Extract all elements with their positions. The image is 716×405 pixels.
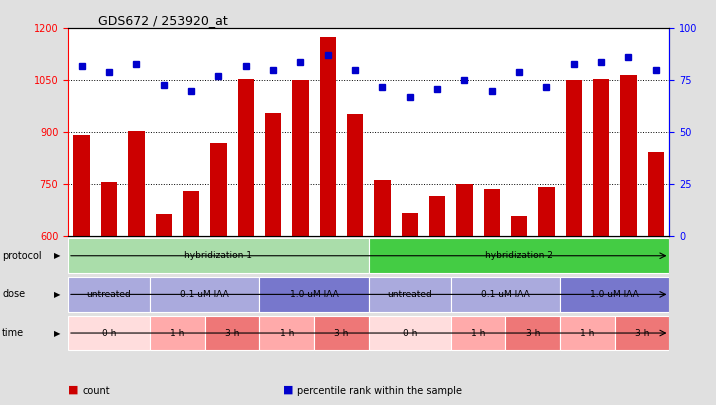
Bar: [319, 37, 336, 237]
Bar: [620, 75, 637, 237]
Bar: [566, 80, 582, 237]
Text: 1.0 uM IAA: 1.0 uM IAA: [290, 290, 339, 299]
FancyBboxPatch shape: [369, 315, 451, 350]
Text: 0 h: 0 h: [402, 328, 417, 337]
Text: 3 h: 3 h: [334, 328, 349, 337]
FancyBboxPatch shape: [259, 277, 369, 312]
Bar: [456, 184, 473, 237]
Bar: [211, 143, 226, 237]
Text: 0 h: 0 h: [102, 328, 116, 337]
FancyBboxPatch shape: [150, 315, 205, 350]
Text: hybridization 1: hybridization 1: [185, 251, 252, 260]
Bar: [483, 189, 500, 237]
Bar: [265, 113, 281, 237]
Text: untreated: untreated: [87, 290, 132, 299]
Text: 0.1 uM IAA: 0.1 uM IAA: [481, 290, 530, 299]
Text: protocol: protocol: [2, 251, 42, 261]
FancyBboxPatch shape: [369, 239, 669, 273]
Text: 3 h: 3 h: [526, 328, 540, 337]
Text: 3 h: 3 h: [635, 328, 649, 337]
Bar: [593, 79, 609, 237]
Text: dose: dose: [2, 290, 25, 299]
Text: GDS672 / 253920_at: GDS672 / 253920_at: [98, 14, 228, 27]
Text: ▶: ▶: [54, 290, 61, 299]
Text: 1 h: 1 h: [471, 328, 485, 337]
Bar: [101, 182, 117, 237]
Bar: [183, 191, 199, 237]
Bar: [128, 131, 145, 237]
Text: ■: ■: [283, 385, 294, 395]
FancyBboxPatch shape: [68, 239, 369, 273]
Bar: [74, 135, 90, 237]
FancyBboxPatch shape: [369, 277, 451, 312]
Text: 1 h: 1 h: [279, 328, 294, 337]
Bar: [511, 216, 527, 237]
Text: percentile rank within the sample: percentile rank within the sample: [297, 386, 462, 396]
Text: time: time: [2, 328, 24, 338]
Text: 1.0 uM IAA: 1.0 uM IAA: [591, 290, 639, 299]
Bar: [292, 80, 309, 237]
Bar: [647, 152, 664, 237]
FancyBboxPatch shape: [150, 277, 259, 312]
FancyBboxPatch shape: [314, 315, 369, 350]
Text: 1 h: 1 h: [170, 328, 185, 337]
FancyBboxPatch shape: [560, 315, 615, 350]
FancyBboxPatch shape: [451, 277, 560, 312]
Bar: [429, 196, 445, 237]
Text: count: count: [82, 386, 110, 396]
Bar: [374, 180, 391, 237]
Bar: [538, 187, 555, 237]
FancyBboxPatch shape: [615, 315, 669, 350]
Text: 0.1 uM IAA: 0.1 uM IAA: [180, 290, 229, 299]
FancyBboxPatch shape: [68, 315, 150, 350]
Text: ▶: ▶: [54, 251, 61, 260]
FancyBboxPatch shape: [505, 315, 560, 350]
Text: ■: ■: [68, 385, 79, 395]
FancyBboxPatch shape: [259, 315, 314, 350]
Bar: [238, 79, 254, 237]
FancyBboxPatch shape: [560, 277, 669, 312]
Text: 1 h: 1 h: [580, 328, 594, 337]
FancyBboxPatch shape: [68, 277, 150, 312]
Text: 3 h: 3 h: [225, 328, 239, 337]
FancyBboxPatch shape: [205, 315, 259, 350]
Bar: [155, 214, 172, 237]
Bar: [402, 213, 418, 237]
Text: ▶: ▶: [54, 328, 61, 337]
Bar: [347, 114, 363, 237]
Text: hybridization 2: hybridization 2: [485, 251, 553, 260]
FancyBboxPatch shape: [451, 315, 505, 350]
Text: untreated: untreated: [387, 290, 432, 299]
